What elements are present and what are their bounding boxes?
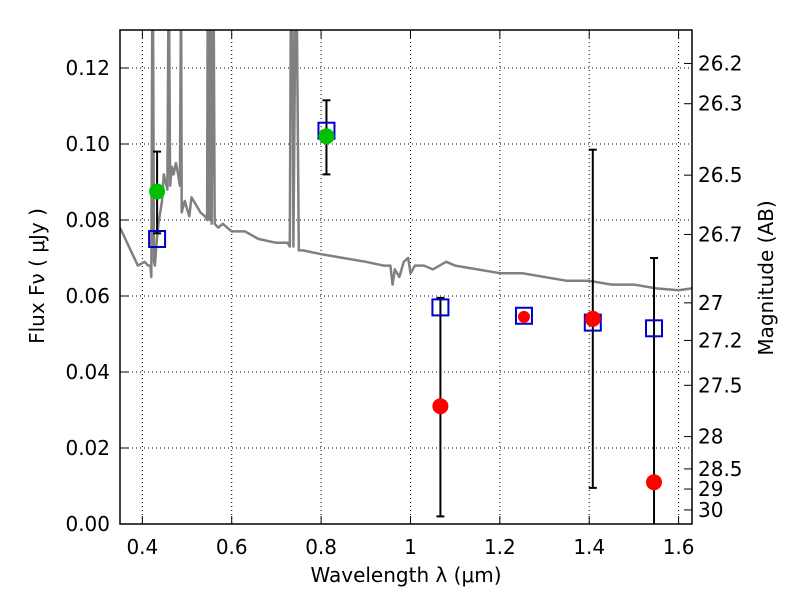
right-tick-label: 26.2 xyxy=(698,51,743,75)
detection-point xyxy=(318,128,335,145)
y-tick-label: 0.02 xyxy=(65,436,110,460)
plot-frame xyxy=(119,29,693,525)
axes: 0.4 0.6 0.8 1 1.2 1.4 1.6 0.00 0.02 0.04 0.06 0.08 0… xyxy=(65,29,743,559)
low-sn-point xyxy=(517,310,530,323)
right-tick-label: 28.5 xyxy=(698,457,743,481)
model-photometry-square xyxy=(431,298,450,317)
grid-lines xyxy=(120,30,692,525)
right-tick-label: 28 xyxy=(698,425,723,449)
plot-area xyxy=(120,30,692,524)
y-tick-label: 0.06 xyxy=(65,284,110,308)
right-tick-label: 29 xyxy=(698,477,723,501)
detection-point xyxy=(149,183,166,200)
right-tick-label: 26.7 xyxy=(698,222,743,246)
x-tick-label: 1 xyxy=(404,535,417,559)
x-axis-title: Wavelength λ (μm) xyxy=(310,563,501,587)
y-tick-label: 0.04 xyxy=(65,360,110,384)
y-axis-title: Flux Fν ( μJy ) xyxy=(25,208,49,344)
y-tick-label: 0.08 xyxy=(65,208,110,232)
model-photometry-square xyxy=(645,319,664,338)
right-tick-label: 27.5 xyxy=(698,373,743,397)
low-sn-point xyxy=(432,398,449,415)
right-tick-label: 26.3 xyxy=(698,92,743,116)
low-sn-point xyxy=(584,310,601,327)
right-tick-label: 27.2 xyxy=(698,328,743,352)
right-axis-title: Magnitude (AB) xyxy=(754,200,778,355)
y-tick-label: 0.12 xyxy=(65,56,110,80)
x-tick-label: 1.2 xyxy=(484,535,516,559)
y-tick-label: 0.00 xyxy=(65,512,110,536)
x-tick-label: 0.8 xyxy=(305,535,337,559)
low-sn-point xyxy=(646,474,663,491)
model-photometry-square xyxy=(514,306,533,325)
y-tick-label: 0.10 xyxy=(65,132,110,156)
model-photometry-square xyxy=(148,230,167,248)
x-tick-label: 0.6 xyxy=(216,535,248,559)
sed-model-line xyxy=(120,30,692,292)
x-tick-label: 0.4 xyxy=(126,535,158,559)
x-tick-label: 1.4 xyxy=(573,535,605,559)
right-tick-label: 26.5 xyxy=(698,163,743,187)
right-tick-label: 30 xyxy=(698,498,723,522)
right-tick-label: 27 xyxy=(698,291,723,315)
x-tick-label: 1.6 xyxy=(663,535,695,559)
